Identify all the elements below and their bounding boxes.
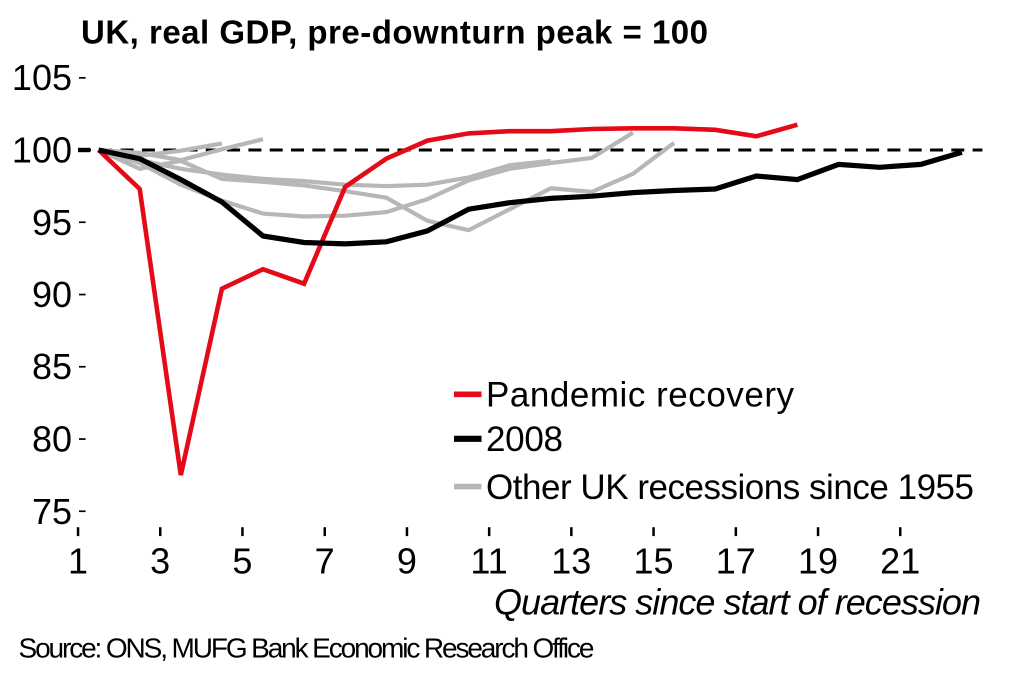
svg-text:90: 90 xyxy=(32,274,72,315)
svg-text:15: 15 xyxy=(633,541,673,582)
svg-text:5: 5 xyxy=(232,541,252,582)
svg-text:17: 17 xyxy=(716,541,756,582)
svg-text:1: 1 xyxy=(68,541,88,582)
svg-text:100: 100 xyxy=(12,130,72,171)
svg-text:9: 9 xyxy=(397,541,417,582)
svg-text:105: 105 xyxy=(12,57,72,98)
svg-text:11: 11 xyxy=(470,541,507,582)
svg-text:75: 75 xyxy=(32,491,72,532)
svg-text:85: 85 xyxy=(32,346,72,387)
svg-text:80: 80 xyxy=(32,419,72,460)
svg-text:19: 19 xyxy=(798,541,838,582)
svg-text:95: 95 xyxy=(32,202,72,243)
svg-text:7: 7 xyxy=(315,541,335,582)
svg-text:UK, real GDP, pre-downturn pea: UK, real GDP, pre-downturn peak = 100 xyxy=(81,14,708,51)
svg-text:13: 13 xyxy=(551,541,591,582)
svg-text:Quarters since start of recess: Quarters since start of recession xyxy=(494,582,981,623)
svg-text:2008: 2008 xyxy=(486,420,563,459)
svg-text:Source: ONS, MUFG Bank Economi: Source: ONS, MUFG Bank Economic Research… xyxy=(19,633,595,664)
svg-text:21: 21 xyxy=(880,541,920,582)
svg-text:Pandemic recovery: Pandemic recovery xyxy=(486,376,795,415)
svg-text:3: 3 xyxy=(150,541,170,582)
svg-text:Other UK recessions since 1955: Other UK recessions since 1955 xyxy=(486,468,974,507)
